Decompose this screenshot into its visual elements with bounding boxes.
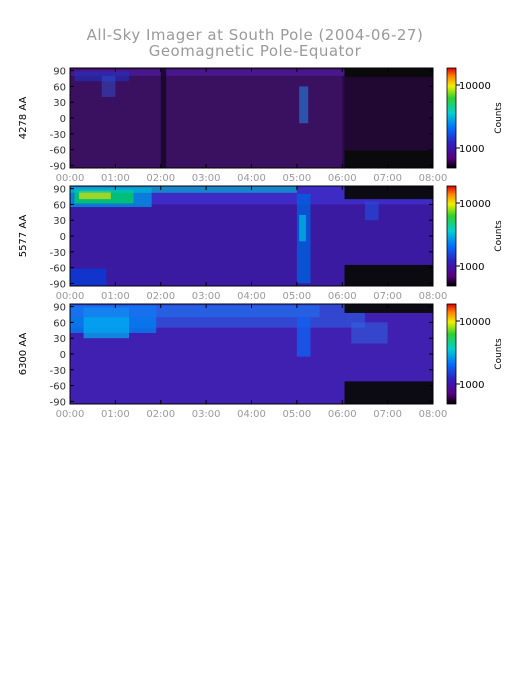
colorbar-tick-label: 1000 — [459, 262, 484, 273]
y-tick-label: -30 — [50, 130, 66, 141]
x-tick-label: 07:00 — [373, 173, 402, 184]
y-tick-label: 90 — [53, 185, 66, 196]
colorbar-tick-label: 10000 — [459, 317, 491, 328]
x-tick-label: 06:00 — [328, 173, 357, 184]
y-tick-label: -90 — [50, 161, 66, 172]
chart-subtitle: Geomagnetic Pole-Equator — [148, 42, 362, 60]
y-tick-label: -60 — [50, 146, 66, 157]
x-tick-label: 01:00 — [101, 291, 130, 302]
x-tick-label: 08:00 — [419, 173, 448, 184]
x-tick-label: 06:00 — [328, 409, 357, 420]
intensity-region — [364, 201, 379, 221]
intensity-region — [70, 305, 320, 318]
intensity-region — [299, 86, 309, 124]
x-tick-label: 04:00 — [237, 409, 266, 420]
y-tick-label: 0 — [60, 232, 66, 243]
intensity-region — [296, 317, 311, 357]
intensity-region — [160, 68, 167, 168]
y-tick-label: 60 — [53, 200, 66, 211]
y-tick-label: 30 — [53, 216, 66, 227]
intensity-region — [344, 304, 433, 313]
x-tick-label: 00:00 — [56, 409, 85, 420]
x-tick-label: 00:00 — [56, 173, 85, 184]
colorbar-label: Counts — [494, 338, 504, 370]
intensity-region — [344, 150, 433, 168]
colorbar-tick-label: 10000 — [459, 199, 491, 210]
x-tick-label: 02:00 — [146, 291, 175, 302]
y-tick-label: 90 — [53, 303, 66, 314]
intensity-region — [79, 191, 111, 200]
colorbar-tick-label: 1000 — [459, 380, 484, 391]
y-tick-label: 30 — [53, 334, 66, 345]
colorbar-tick-label: 10000 — [459, 81, 491, 92]
intensity-region — [344, 68, 433, 77]
x-tick-label: 05:00 — [282, 291, 311, 302]
chart-title: All-Sky Imager at South Pole (2004-06-27… — [86, 26, 424, 44]
y-tick-label: 0 — [60, 114, 66, 125]
x-tick-label: 01:00 — [101, 173, 130, 184]
intensity-region — [351, 322, 388, 344]
x-tick-label: 03:00 — [192, 173, 221, 184]
intensity-region — [344, 381, 433, 404]
x-tick-label: 01:00 — [101, 409, 130, 420]
x-tick-label: 05:00 — [282, 173, 311, 184]
x-tick-label: 07:00 — [373, 291, 402, 302]
intensity-region — [70, 69, 433, 76]
x-tick-label: 02:00 — [146, 173, 175, 184]
colorbar — [446, 303, 457, 405]
intensity-region — [70, 268, 107, 286]
x-tick-label: 08:00 — [419, 291, 448, 302]
y-tick-label: 60 — [53, 82, 66, 93]
y-tick-label: 60 — [53, 318, 66, 329]
intensity-region — [344, 264, 433, 286]
y-tick-label: -60 — [50, 264, 66, 275]
x-tick-label: 07:00 — [373, 409, 402, 420]
x-tick-label: 03:00 — [192, 291, 221, 302]
y-tick-label: -30 — [50, 366, 66, 377]
x-tick-label: 04:00 — [237, 173, 266, 184]
x-tick-label: 08:00 — [419, 409, 448, 420]
colorbar-label: Counts — [494, 102, 504, 134]
y-tick-label: -30 — [50, 248, 66, 259]
y-axis-label: 4278 AA — [18, 97, 29, 140]
colorbar — [446, 185, 457, 287]
intensity-region — [344, 186, 433, 200]
y-tick-label: 90 — [53, 67, 66, 78]
y-tick-label: 30 — [53, 98, 66, 109]
colorbar — [446, 67, 457, 169]
y-axis-label: 5577 AA — [18, 215, 29, 258]
x-tick-label: 05:00 — [282, 409, 311, 420]
x-tick-label: 04:00 — [237, 291, 266, 302]
x-tick-label: 03:00 — [192, 409, 221, 420]
x-tick-label: 00:00 — [56, 291, 85, 302]
intensity-region — [101, 75, 116, 97]
colorbar-label: Counts — [494, 220, 504, 252]
x-tick-label: 02:00 — [146, 409, 175, 420]
colorbar-tick-label: 1000 — [459, 144, 484, 155]
intensity-region — [70, 186, 297, 193]
intensity-region — [299, 214, 306, 242]
y-tick-label: -90 — [50, 397, 66, 408]
x-tick-label: 06:00 — [328, 291, 357, 302]
y-tick-label: 0 — [60, 350, 66, 361]
y-tick-label: -60 — [50, 382, 66, 393]
y-tick-label: -90 — [50, 279, 66, 290]
y-axis-label: 6300 AA — [18, 333, 29, 376]
